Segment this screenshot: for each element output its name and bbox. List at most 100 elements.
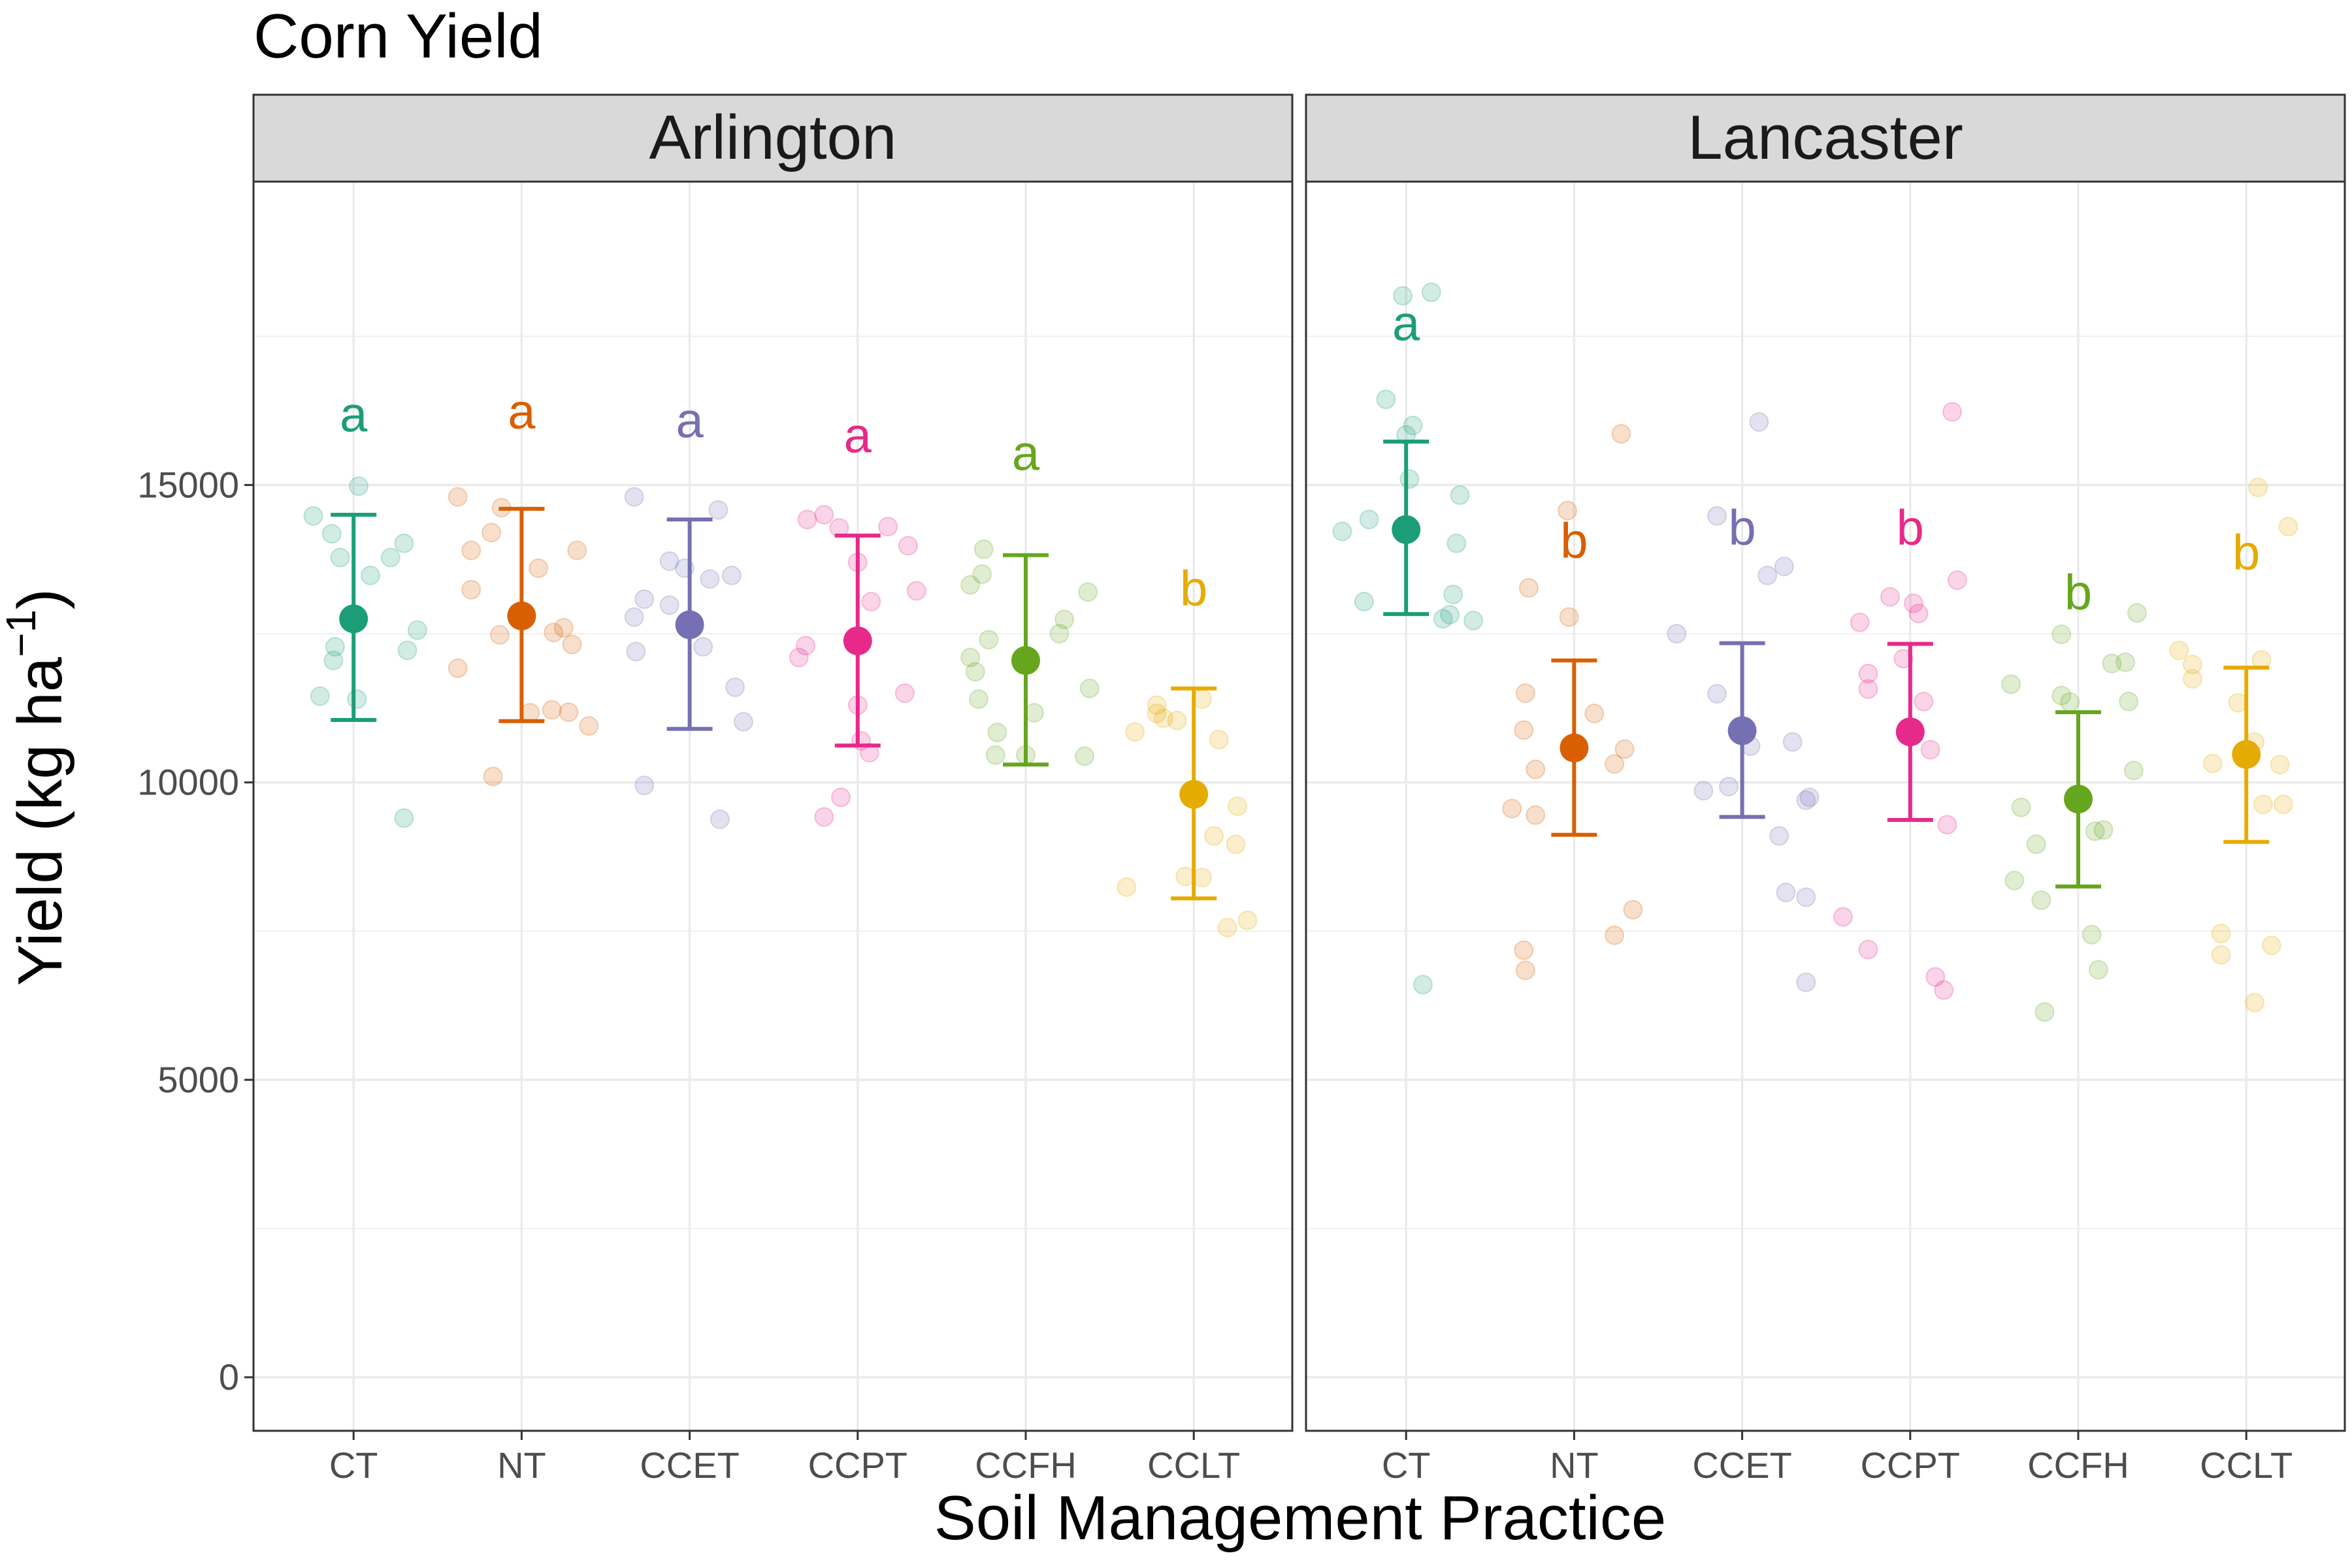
observation-point-ct <box>1421 282 1441 302</box>
observation-point-ccet <box>1796 790 1816 810</box>
observation-point-nt <box>1558 500 1578 521</box>
mean-point-ccpt <box>843 626 872 655</box>
observation-point-ccet <box>1774 557 1794 577</box>
mean-point-ccet <box>675 610 704 640</box>
mean-point-ccfh <box>1011 645 1040 675</box>
observation-point-nt <box>1526 759 1546 779</box>
observation-point-nt <box>461 580 482 600</box>
observation-point-ct <box>323 650 344 670</box>
observation-point-ccet <box>1749 412 1769 432</box>
observation-point-ccfh <box>2051 624 2072 644</box>
observation-point-ccfh <box>960 575 981 595</box>
observation-point-nt <box>567 540 587 561</box>
observation-point-ccet <box>693 636 713 657</box>
observation-point-ccpt <box>1920 740 1940 760</box>
observation-point-cclt <box>1204 826 1224 846</box>
observation-point-nt <box>1514 940 1534 960</box>
chart-title: Corn Yield <box>253 1 543 71</box>
panel-border <box>1305 180 2346 1432</box>
observation-point-ccfh <box>2085 821 2105 841</box>
mean-point-nt <box>507 601 536 630</box>
observation-point-nt <box>482 523 502 543</box>
observation-point-cclt <box>2202 753 2223 774</box>
observation-point-ccpt <box>894 683 915 704</box>
observation-point-cclt <box>2211 923 2231 943</box>
observation-point-ccfh <box>965 662 985 682</box>
panel-border <box>252 180 1294 1432</box>
observation-point-ct <box>1433 609 1453 629</box>
x-tick-label: CCFH <box>975 1445 1077 1486</box>
observation-point-ccfh <box>1024 703 1044 723</box>
observation-point-ct <box>348 476 368 497</box>
mean-point-cclt <box>1179 779 1209 809</box>
x-tick-label: CCLT <box>1147 1445 1240 1486</box>
observation-point-cclt <box>1147 703 1167 723</box>
significance-letter-cclt: b <box>1180 561 1207 616</box>
observation-point-cclt <box>2245 992 2265 1013</box>
observation-point-cclt <box>2278 517 2298 537</box>
observation-point-ct <box>1332 521 1352 542</box>
observation-point-ct <box>325 636 345 657</box>
significance-letter-ccet: a <box>676 393 704 449</box>
observation-point-cclt <box>2182 655 2202 675</box>
x-tick-label: CT <box>329 1445 378 1486</box>
observation-point-ccet <box>725 677 745 697</box>
observation-point-ccpt <box>1937 815 1957 835</box>
observation-point-ccet <box>1693 781 1714 801</box>
observation-point-ccpt <box>1914 691 1934 711</box>
observation-point-ccet <box>710 809 730 830</box>
observation-point-nt <box>1614 739 1635 759</box>
observation-point-cclt <box>1192 689 1213 710</box>
panel-background <box>1306 182 2345 1431</box>
observation-point-ccet <box>634 776 655 796</box>
observation-point-ct <box>1393 286 1413 306</box>
observation-point-ccfh <box>1075 746 1095 766</box>
observation-point-nt <box>448 487 468 507</box>
mean-point-ccfh <box>2064 785 2093 814</box>
observation-point-cclt <box>2273 794 2293 815</box>
observation-point-ccfh <box>2115 652 2136 672</box>
observation-point-ccfh <box>2127 603 2148 623</box>
observation-point-ccpt <box>789 647 809 668</box>
observation-point-ct <box>397 640 417 661</box>
observation-point-ccpt <box>1880 587 1900 607</box>
observation-point-nt <box>1623 900 1643 920</box>
observation-point-ccet <box>626 642 646 662</box>
observation-point-ccpt <box>1925 967 1946 987</box>
observation-point-nt <box>559 702 579 723</box>
mean-point-ct <box>339 604 368 634</box>
observation-point-cclt <box>1125 722 1145 742</box>
observation-point-nt <box>1514 720 1534 740</box>
observation-point-ccfh <box>985 745 1005 765</box>
observation-point-ccet <box>1796 887 1816 907</box>
observation-point-ccfh <box>2011 797 2031 817</box>
observation-point-ccpt <box>861 591 881 612</box>
x-tick-label: CCET <box>1692 1445 1791 1486</box>
significance-letter-ccpt: a <box>844 408 872 463</box>
observation-point-ccet <box>721 565 742 585</box>
observation-point-ccpt <box>859 743 879 763</box>
observation-point-cclt <box>2248 477 2268 497</box>
observation-point-ccfh <box>2034 1002 2055 1022</box>
observation-point-ct <box>394 808 414 828</box>
observation-point-ccfh <box>2004 870 2025 890</box>
observation-point-ccpt <box>1908 604 1929 624</box>
observation-point-ccet <box>1757 565 1778 585</box>
y-axis-title-close: ) <box>5 589 75 610</box>
observation-point-cclt <box>1226 834 1246 855</box>
observation-point-ccet <box>1769 826 1789 846</box>
observation-point-ccpt <box>1942 402 1963 422</box>
observation-point-ccfh <box>2123 760 2144 781</box>
observation-point-ccet <box>634 589 655 610</box>
observation-point-nt <box>1518 578 1539 598</box>
observation-point-ct <box>1450 485 1470 505</box>
observation-point-ccpt <box>898 536 918 556</box>
y-axis: 0 5000 10000 15000 <box>137 464 253 1397</box>
y-axis-title-main: Yield (kg ha <box>5 657 75 986</box>
significance-letter-ccfh: a <box>1012 426 1040 482</box>
observation-point-ct <box>310 686 330 706</box>
x-axis-title: Soil Management Practice <box>934 1483 1667 1553</box>
observation-point-cclt <box>2211 945 2231 965</box>
observation-point-ccpt <box>1903 593 1923 613</box>
